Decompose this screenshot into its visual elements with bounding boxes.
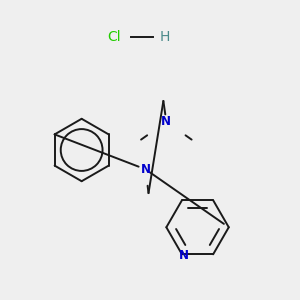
Text: N: N — [178, 249, 188, 262]
Text: Cl: Cl — [107, 30, 121, 44]
Text: H: H — [160, 30, 170, 44]
Text: N: N — [161, 115, 171, 128]
Text: N: N — [140, 163, 151, 176]
